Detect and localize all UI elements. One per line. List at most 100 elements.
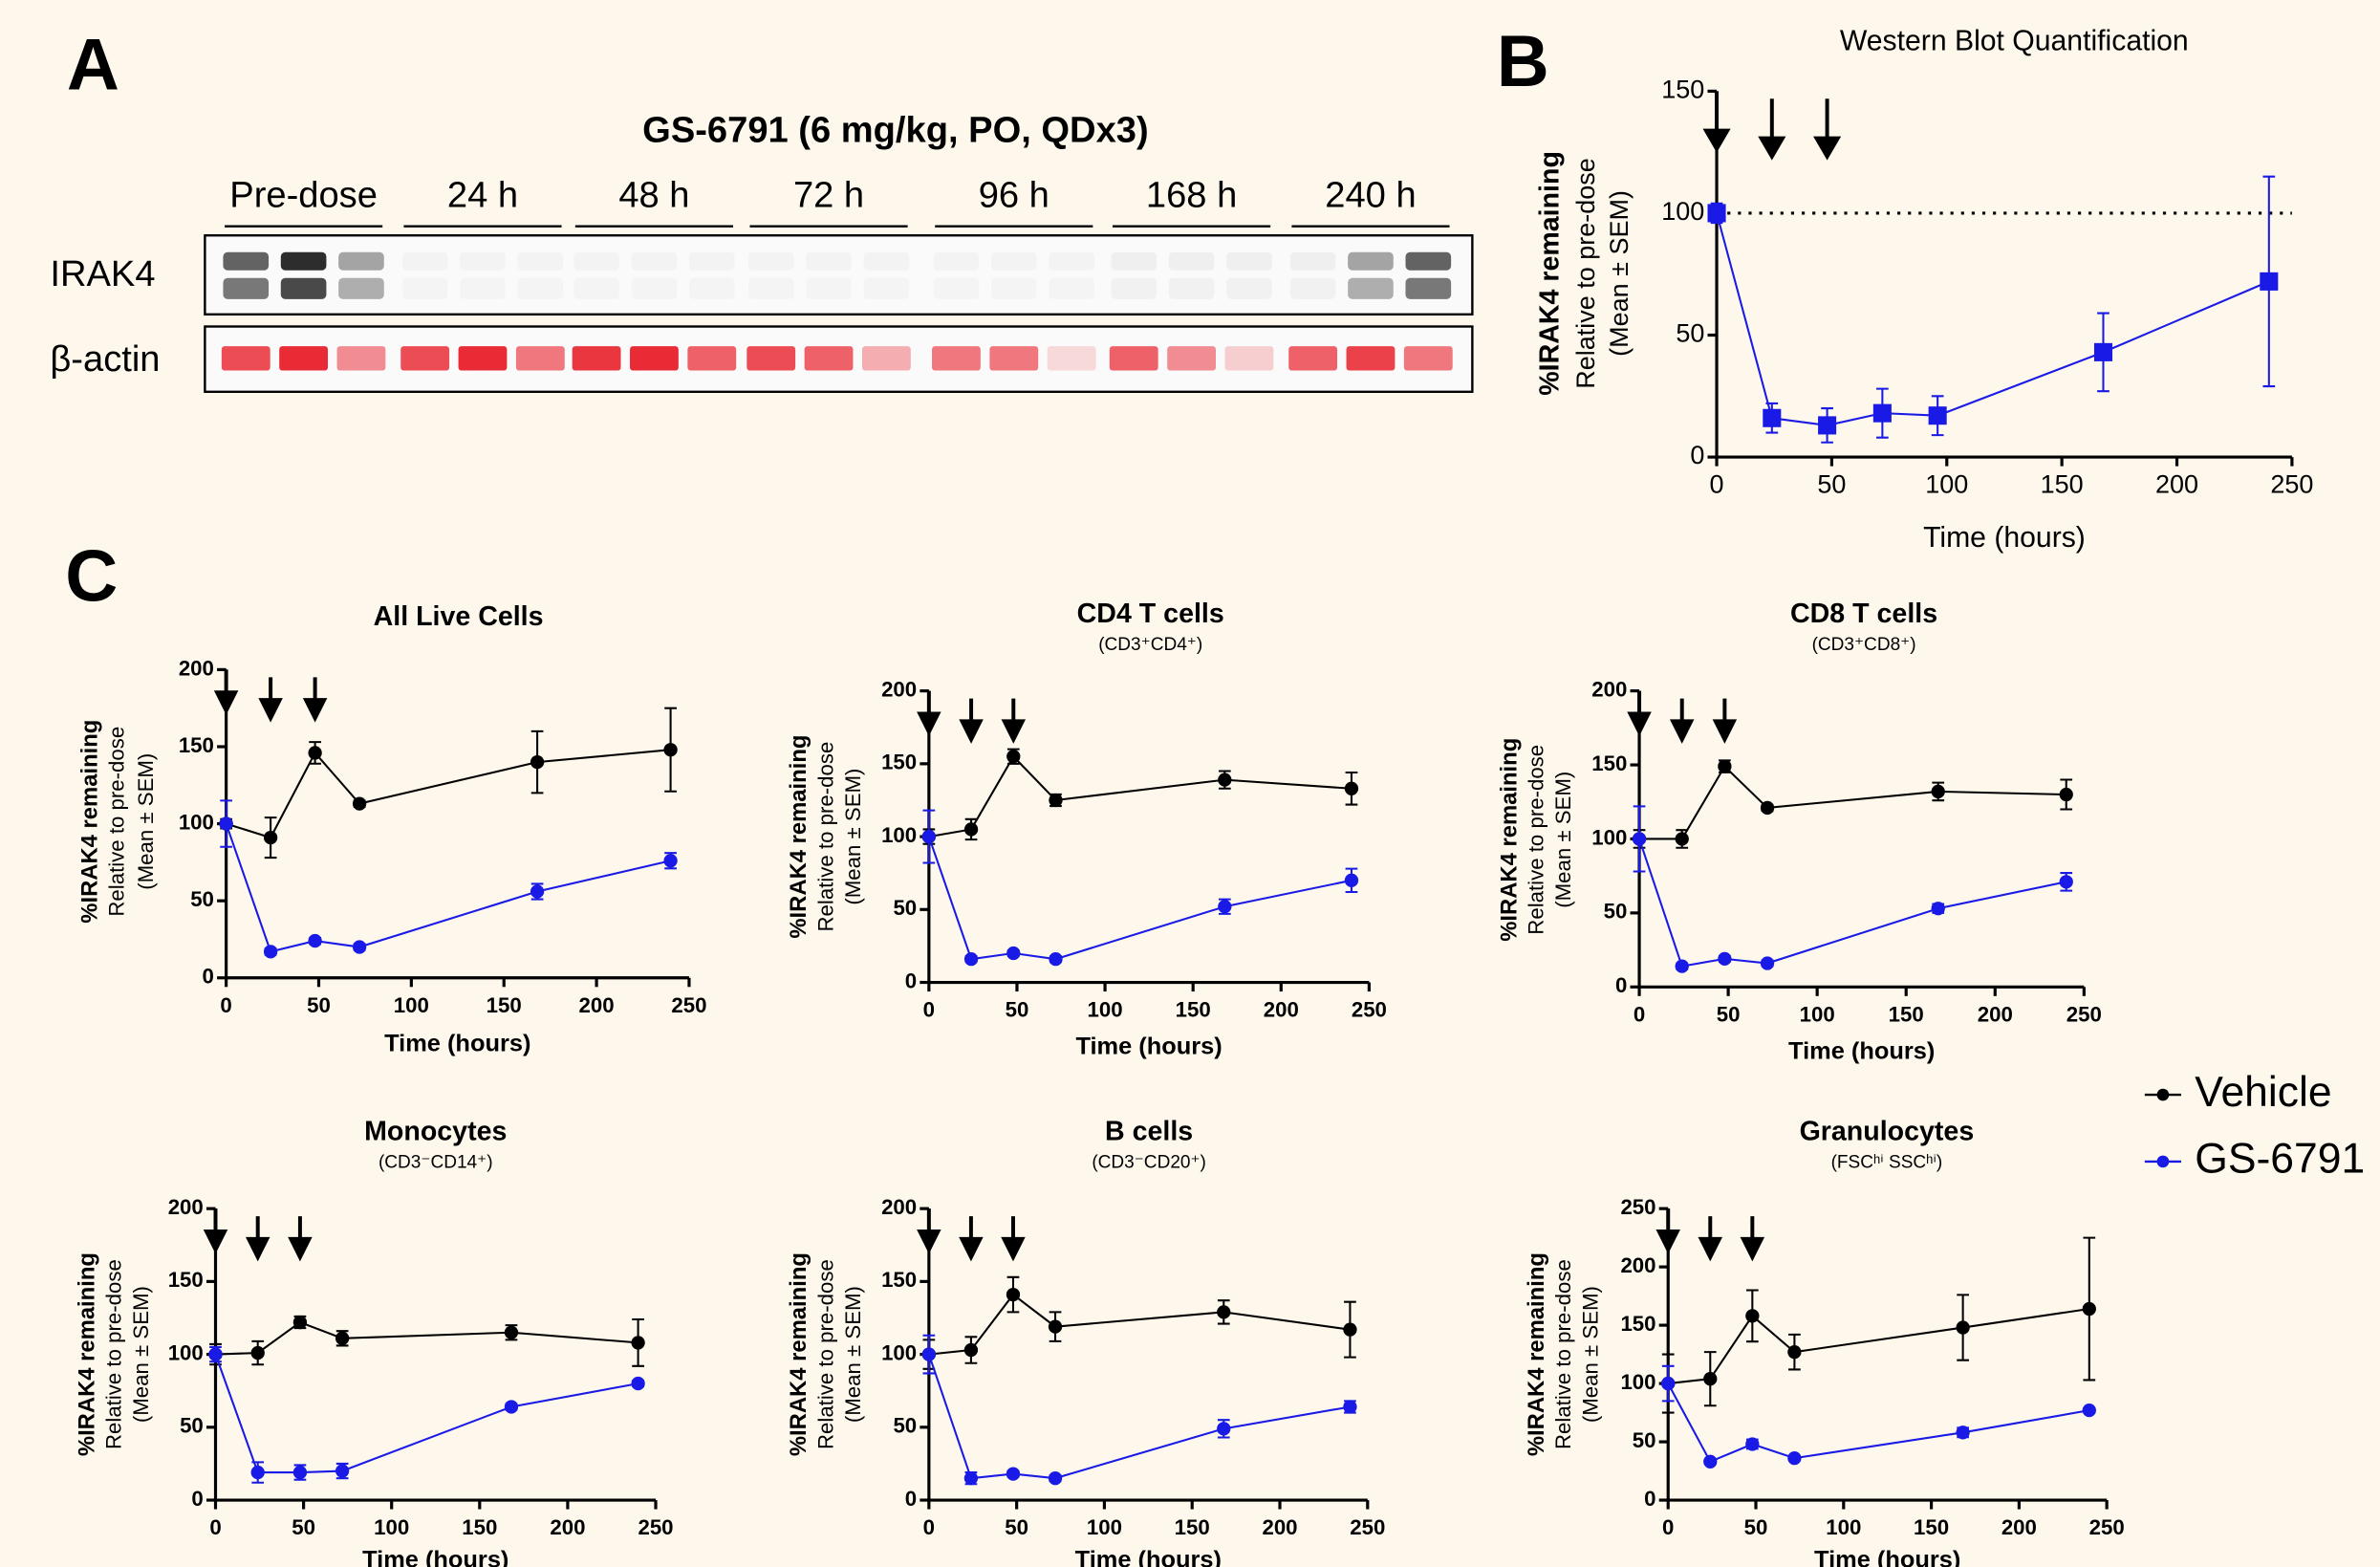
irak4-band <box>338 278 384 299</box>
y-tick-label: 50 <box>1604 900 1628 924</box>
marker <box>1708 204 1726 222</box>
marker <box>1676 959 1689 972</box>
y-tick-label: 100 <box>168 1340 204 1364</box>
y-axis-label: (Mean ± SEM) <box>1605 190 1634 357</box>
series-line <box>1668 1309 2089 1383</box>
series-line <box>227 750 671 838</box>
y-axis-label: Relative to pre-dose <box>813 742 837 932</box>
marker <box>663 854 677 867</box>
y-tick-label: 50 <box>190 887 214 911</box>
dose-arrow <box>1005 699 1023 740</box>
y-tick-label: 100 <box>1591 825 1627 849</box>
x-axis-label: Time (hours) <box>1923 522 2086 554</box>
chart-title: All Live Cells <box>374 601 544 632</box>
marker <box>1343 1323 1356 1337</box>
marker <box>663 743 677 756</box>
marker <box>335 1332 349 1345</box>
x-tick-label: 50 <box>1006 998 1029 1022</box>
irak4-band <box>806 252 852 271</box>
irak4-band <box>1405 278 1451 299</box>
marker <box>631 1336 644 1349</box>
dose-arrow <box>262 677 280 718</box>
marker <box>1932 902 1945 915</box>
marker <box>1787 1451 1801 1465</box>
blot-title: GS-6791 (6 mg/kg, PO, QDx3) <box>642 110 1148 150</box>
x-tick-label: 100 <box>1826 1515 1861 1539</box>
timepoint-label: 48 h <box>618 176 689 216</box>
series-line <box>1668 1383 2089 1462</box>
marker <box>1703 1455 1717 1469</box>
marker <box>964 952 978 966</box>
x-tick-label: 50 <box>1717 1002 1741 1026</box>
marker <box>530 755 544 769</box>
actin-band <box>687 346 736 370</box>
y-tick-label: 200 <box>1591 678 1627 702</box>
irak4-band <box>934 252 980 271</box>
y-tick-label: 200 <box>179 656 214 680</box>
marker <box>2060 875 2073 888</box>
marker <box>335 1464 349 1477</box>
x-tick-label: 50 <box>1817 469 1846 498</box>
marker <box>2083 1302 2096 1316</box>
x-tick-label: 150 <box>487 993 522 1017</box>
y-axis-label: (Mean ± SEM) <box>841 769 865 905</box>
dose-arrow <box>206 1208 225 1250</box>
marker <box>631 1377 644 1390</box>
y-tick-label: 200 <box>881 678 917 702</box>
y-axis-label: %IRAK4 remaining <box>1534 151 1565 396</box>
chart-title: CD8 T cells <box>1790 599 1937 629</box>
series-line <box>215 1322 638 1355</box>
y-axis-label: (Mean ± SEM) <box>134 753 158 890</box>
actin-band <box>279 346 328 370</box>
marker <box>530 884 544 898</box>
dose-arrow <box>291 1216 309 1257</box>
x-tick-label: 0 <box>1634 1002 1645 1026</box>
marker <box>1006 947 1020 960</box>
marker <box>1718 759 1731 773</box>
irak4-band <box>1226 252 1272 271</box>
irak4-band <box>223 252 269 271</box>
dose-arrow <box>1743 1216 1762 1257</box>
series-line <box>1717 213 2269 425</box>
irak4-band <box>632 278 678 299</box>
x-tick-label: 0 <box>923 1515 935 1539</box>
x-tick-label: 50 <box>1744 1515 1768 1539</box>
y-tick-label: 150 <box>881 751 917 774</box>
y-axis-label: (Mean ± SEM) <box>1551 772 1575 908</box>
y-tick-label: 0 <box>1644 1487 1655 1511</box>
dose-arrow <box>1706 91 1727 148</box>
irak4-band <box>1226 278 1272 299</box>
y-tick-label: 50 <box>1676 319 1704 348</box>
marker <box>1956 1320 1969 1334</box>
y-axis-label: %IRAK4 remaining <box>1524 1252 1549 1456</box>
y-tick-label: 50 <box>893 1414 917 1438</box>
actin-band <box>400 346 449 370</box>
figure: A B C GS-6791 (6 mg/kg, PO, QDx3) IRAK4 … <box>0 0 2380 1567</box>
blot-row-label: IRAK4 <box>50 254 155 294</box>
irak4-band <box>460 278 506 299</box>
marker <box>1218 773 1231 786</box>
marker <box>219 816 232 830</box>
actin-band <box>746 346 795 370</box>
marker <box>1763 409 1781 427</box>
x-tick-label: 0 <box>1710 469 1724 498</box>
actin-band <box>932 346 981 370</box>
x-tick-label: 100 <box>1925 469 1968 498</box>
irak4-band <box>338 252 384 271</box>
x-tick-label: 250 <box>638 1515 673 1539</box>
irak4-band <box>402 252 448 271</box>
actin-band <box>805 346 854 370</box>
x-tick-label: 150 <box>2041 469 2084 498</box>
x-axis-label: Time (hours) <box>1788 1037 1935 1064</box>
x-tick-label: 250 <box>1350 1515 1385 1539</box>
y-tick-label: 150 <box>881 1268 917 1292</box>
marker <box>1676 832 1689 845</box>
y-tick-label: 50 <box>1633 1428 1656 1452</box>
chart-subtitle: (CD3⁻CD20⁺) <box>1092 1153 1206 1173</box>
actin-band <box>1167 346 1216 370</box>
y-tick-label: 0 <box>905 1487 917 1511</box>
y-tick-label: 0 <box>191 1487 203 1511</box>
panel-label: C <box>65 535 118 617</box>
irak4-band <box>1405 252 1451 271</box>
y-tick-label: 50 <box>180 1414 204 1438</box>
